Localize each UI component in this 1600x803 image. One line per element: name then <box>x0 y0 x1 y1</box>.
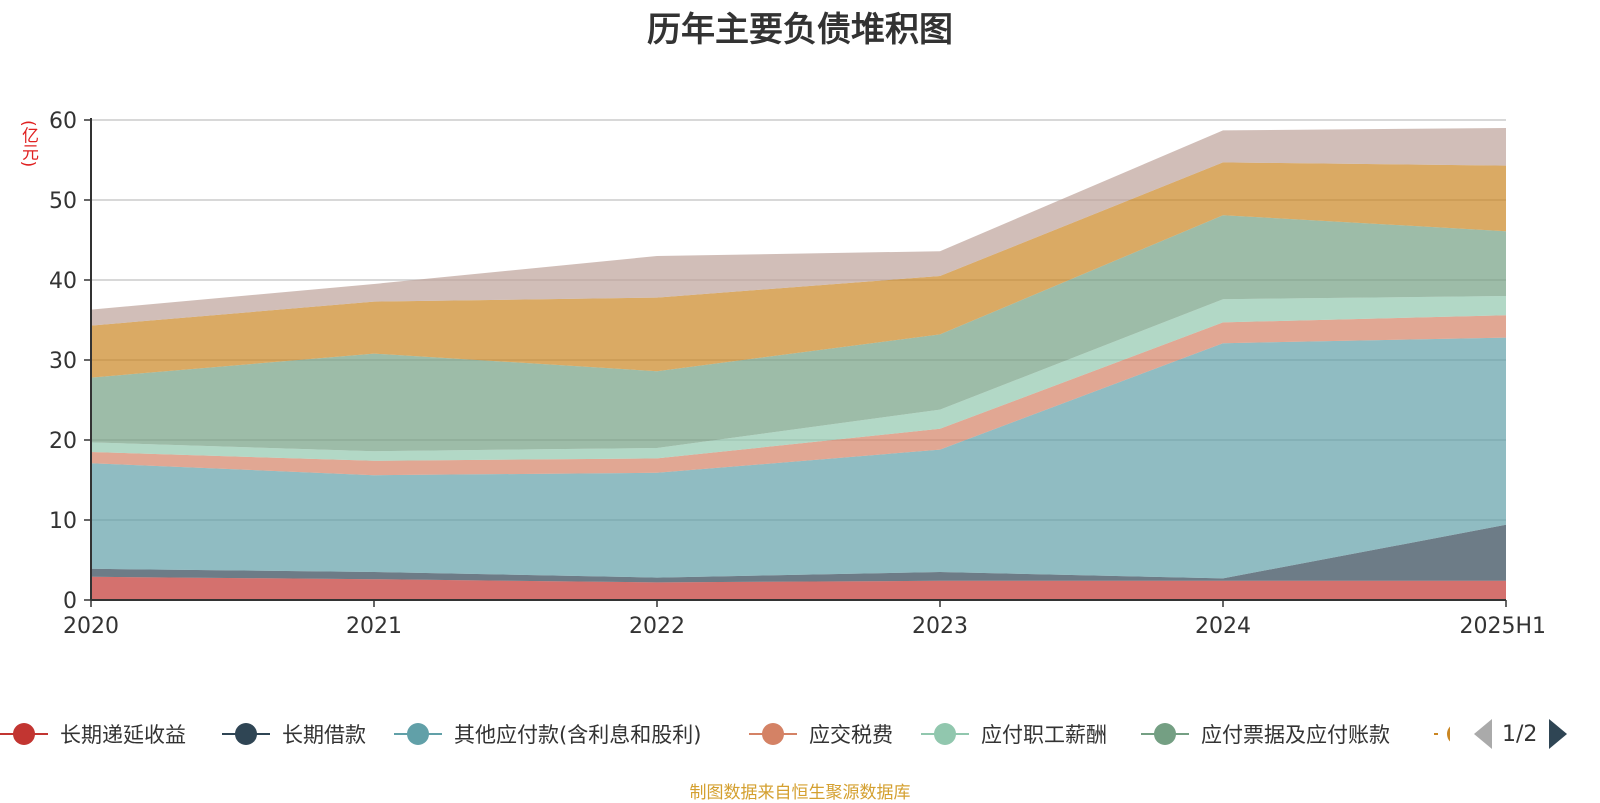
legend-symbol <box>1434 721 1450 747</box>
area-series-4 <box>91 296 1506 461</box>
area-series-3 <box>91 315 1506 476</box>
x-tick-label: 2025H1 <box>1459 614 1546 639</box>
y-axis-unit-label: (亿元) <box>18 120 38 168</box>
y-tick-label: 30 <box>49 349 77 374</box>
legend-symbol <box>0 721 48 747</box>
area-series-0 <box>91 576 1506 600</box>
stacked-area-chart: 0 10 20 30 40 50 60 2020 2021 2022 2023 2024 2025H1 <box>49 109 1546 639</box>
legend-item-long-term-deferred-income[interactable]: 长期递延收益 <box>0 716 186 752</box>
legend-pager: 1/2 <box>1474 716 1568 752</box>
legend-symbol <box>921 721 969 747</box>
legend-label: 应付职工薪酬 <box>981 723 1107 747</box>
legend-prev-page-icon[interactable] <box>1474 719 1492 749</box>
legend-symbol <box>222 721 270 747</box>
legend-symbol <box>394 721 442 747</box>
chart-title: 历年主要负债堆积图 <box>647 10 953 50</box>
legend-symbol <box>749 721 797 747</box>
y-tick-label: 50 <box>49 189 77 214</box>
legend-page-indicator: 1/2 <box>1502 721 1538 747</box>
area-series-1 <box>91 524 1506 583</box>
legend: 长期递延收益 长期借款 其他应付款(含利息和股利) 应交税费 应付职工薪酬 应付… <box>0 716 1600 752</box>
legend-symbol <box>1141 721 1189 747</box>
legend-next-page-icon[interactable] <box>1549 719 1568 749</box>
legend-label: 长期借款 <box>282 723 366 747</box>
y-tick-label: 40 <box>49 269 77 294</box>
x-tick-label: 2021 <box>346 614 402 639</box>
y-tick-label: 60 <box>49 109 77 134</box>
y-tick-label: 0 <box>63 589 77 614</box>
area-series-2 <box>91 337 1506 579</box>
legend-item-employee-compensation[interactable]: 应付职工薪酬 <box>921 716 1107 752</box>
y-tick-label: 10 <box>49 509 77 534</box>
area-series-5 <box>91 215 1506 452</box>
legend-item-taxes-payable[interactable]: 应交税费 <box>749 716 893 752</box>
area-series-7 <box>91 128 1506 326</box>
x-tick-label: 2022 <box>629 614 685 639</box>
legend-item-partial[interactable] <box>1434 716 1450 752</box>
x-tick-label: 2023 <box>912 614 968 639</box>
legend-item-long-term-loans[interactable]: 长期借款 <box>222 716 366 752</box>
legend-label: 应交税费 <box>809 723 893 747</box>
legend-item-other-payables[interactable]: 其他应付款(含利息和股利) <box>394 716 701 752</box>
legend-label: 其他应付款(含利息和股利) <box>454 723 702 747</box>
legend-label: 应付票据及应付账款 <box>1201 723 1390 747</box>
y-tick-label: 20 <box>49 429 77 454</box>
area-series-6 <box>91 162 1506 378</box>
x-tick-label: 2020 <box>63 614 119 639</box>
data-source-note: 制图数据来自恒生聚源数据库 <box>689 783 911 803</box>
legend-item-notes-accounts-payable[interactable]: 应付票据及应付账款 <box>1141 716 1390 752</box>
legend-label: 长期递延收益 <box>60 723 186 747</box>
x-tick-label: 2024 <box>1195 614 1251 639</box>
